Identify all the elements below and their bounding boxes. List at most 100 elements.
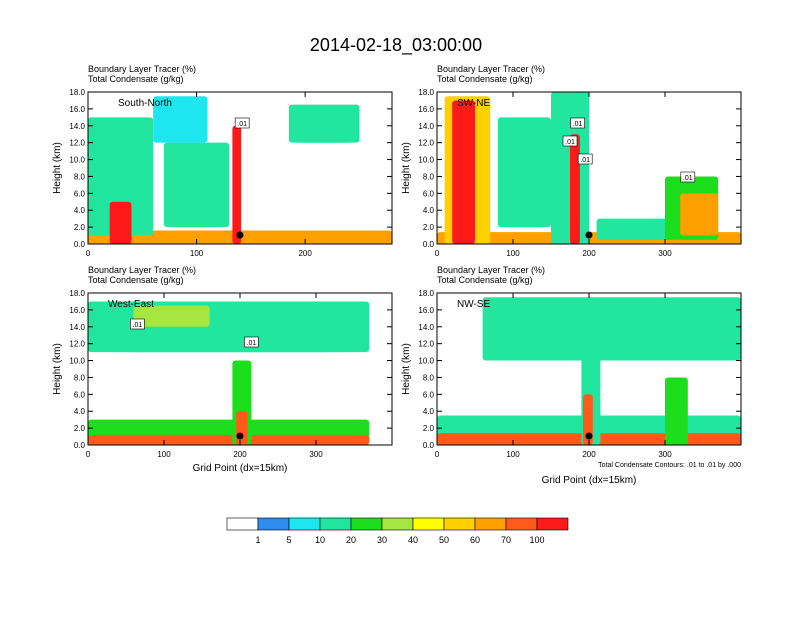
y-tick-label: 12.0: [69, 340, 85, 349]
colorbar-swatch: [412, 517, 445, 531]
shading-layer: [88, 301, 370, 445]
x-tick-label: 200: [582, 249, 596, 258]
y-tick-label: 18.0: [418, 88, 434, 97]
y-tick-label: 14.0: [418, 122, 434, 131]
shade-band: [582, 394, 593, 445]
colorbar-swatch: [536, 517, 569, 531]
y-axis-label: Height (km): [401, 142, 412, 194]
y-tick-label: 10.0: [418, 156, 434, 165]
colorbar: 1 5 10 20 30 40 50 60 70 100: [226, 517, 569, 545]
y-tick-label: 4.0: [74, 206, 86, 215]
x-axis-label: Grid Point (dx=15km): [193, 463, 288, 474]
shade-band: [88, 117, 154, 236]
x-tick-label: 0: [435, 450, 440, 459]
colorbar-label: 10: [315, 535, 325, 545]
panels: Boundary Layer Tracer (%) Total Condensat…: [52, 64, 742, 486]
y-tick-label: 0.0: [74, 240, 86, 249]
x-tick-label: 0: [86, 450, 91, 459]
y-tick-label: 0.0: [423, 441, 435, 450]
contour-label-box: [680, 171, 696, 183]
x-tick-label: 300: [309, 450, 323, 459]
x-tick-label: 200: [298, 249, 312, 258]
contour-label-box: [130, 318, 145, 330]
panel-label: West-East: [108, 299, 154, 310]
location-marker: [236, 231, 244, 239]
contour-label-box: [234, 117, 250, 129]
colorbar-swatch: [381, 517, 414, 531]
y-tick-label: 14.0: [69, 122, 85, 131]
shade-band: [497, 117, 551, 228]
colorbar-label: 40: [408, 535, 418, 545]
location-marker: [585, 231, 593, 239]
panel-header-tracer: Boundary Layer Tracer (%): [437, 64, 545, 74]
panel-2: Boundary Layer Tracer (%)Total Condensat…: [401, 64, 742, 258]
x-tick-label: 100: [190, 249, 204, 258]
y-tick-label: 16.0: [418, 105, 434, 114]
x-tick-label: 300: [658, 450, 672, 459]
contour-label-box: [577, 153, 593, 165]
panel-header-tracer: Boundary Layer Tracer (%): [437, 265, 545, 275]
y-tick-label: 6.0: [423, 189, 435, 198]
y-axis-label: Height (km): [401, 343, 412, 395]
y-tick-label: 8.0: [74, 373, 86, 382]
x-tick-label: 300: [658, 249, 672, 258]
colorbar-label: 70: [501, 535, 511, 545]
shade-band: [665, 377, 688, 445]
x-tick-label: 100: [506, 450, 520, 459]
colorbar-swatch: [443, 517, 476, 531]
x-tick-label: 200: [582, 450, 596, 459]
y-tick-label: 10.0: [418, 357, 434, 366]
y-tick-label: 4.0: [423, 206, 435, 215]
colorbar-swatch: [226, 517, 259, 531]
y-tick-label: 16.0: [69, 105, 85, 114]
panel-4: Boundary Layer Tracer (%) Total Condensat…: [401, 265, 742, 486]
shade-band: [232, 125, 242, 244]
y-tick-label: 12.0: [418, 340, 434, 349]
y-tick-label: 8.0: [423, 172, 435, 181]
shade-band: [570, 134, 580, 244]
x-tick-label: 0: [435, 249, 440, 258]
x-tick-label: 200: [233, 450, 247, 459]
colorbar-label: 60: [470, 535, 480, 545]
shade-band: [236, 411, 248, 445]
y-tick-label: 18.0: [418, 289, 434, 298]
shade-band: [452, 100, 475, 244]
contour-label: .01: [573, 121, 583, 128]
contour-label: .01: [580, 157, 590, 164]
shade-band: [133, 305, 210, 327]
y-tick-label: 8.0: [74, 172, 86, 181]
y-tick-label: 16.0: [418, 306, 434, 315]
colorbar-label: 30: [377, 535, 387, 545]
contour-note: Total Condensate Contours: .01 to .01 by…: [598, 462, 741, 469]
contour-label: .01: [683, 175, 693, 182]
colorbar-label: 1: [255, 535, 260, 545]
y-tick-label: 2.0: [74, 223, 86, 232]
shading-layer: [437, 297, 741, 445]
panel-header-tracer: Boundary Layer Tracer (%): [88, 64, 196, 74]
y-tick-label: 6.0: [74, 390, 86, 399]
y-tick-label: 6.0: [74, 189, 86, 198]
y-tick-label: 12.0: [418, 139, 434, 148]
colorbar-swatch: [474, 517, 507, 531]
contour-label-box: [244, 336, 259, 348]
colorbar-label: 100: [529, 535, 544, 545]
y-tick-label: 14.0: [418, 323, 434, 332]
y-tick-label: 10.0: [69, 156, 85, 165]
shade-band: [482, 297, 741, 361]
shade-band: [109, 201, 132, 244]
y-axis-label: Height (km): [52, 142, 63, 194]
y-tick-label: 10.0: [69, 357, 85, 366]
panel-1: Boundary Layer Tracer (%)Total Condensat…: [52, 64, 393, 258]
colorbar-swatch: [505, 517, 538, 531]
y-tick-label: 0.0: [74, 441, 86, 450]
location-marker: [236, 432, 244, 440]
y-tick-label: 12.0: [69, 139, 85, 148]
y-tick-label: 6.0: [423, 390, 435, 399]
y-tick-label: 2.0: [423, 424, 435, 433]
figure-title: 2014-02-18_03:00:00: [310, 35, 482, 56]
y-tick-label: 18.0: [69, 88, 85, 97]
y-tick-label: 4.0: [423, 407, 435, 416]
y-tick-label: 18.0: [69, 289, 85, 298]
